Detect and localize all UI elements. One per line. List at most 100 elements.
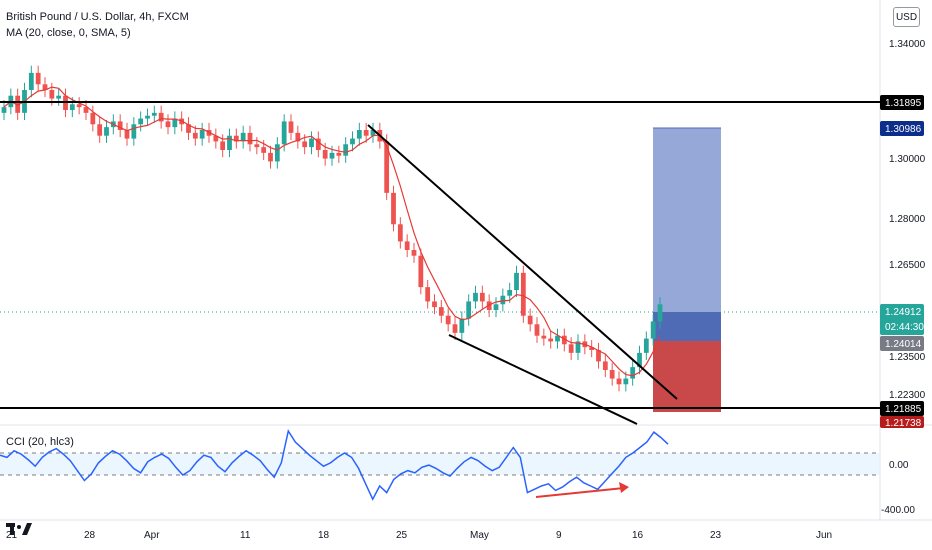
candle[interactable]: [350, 138, 355, 145]
candle[interactable]: [479, 292, 485, 302]
candle[interactable]: [602, 361, 608, 370]
candle[interactable]: [145, 115, 150, 119]
candle[interactable]: [220, 141, 226, 150]
candle[interactable]: [445, 315, 451, 325]
candle[interactable]: [268, 152, 273, 162]
candle[interactable]: [520, 272, 526, 316]
entry-zone[interactable]: [653, 312, 721, 341]
candle[interactable]: [425, 287, 431, 302]
candle[interactable]: [295, 132, 301, 142]
candle[interactable]: [384, 141, 390, 193]
candle[interactable]: [240, 132, 246, 142]
candle[interactable]: [49, 90, 55, 99]
candle[interactable]: [124, 130, 130, 139]
candle[interactable]: [261, 147, 267, 153]
candle[interactable]: [117, 121, 123, 130]
candle[interactable]: [199, 130, 205, 139]
candle[interactable]: [131, 124, 137, 139]
candle[interactable]: [650, 321, 656, 339]
candle[interactable]: [514, 272, 519, 290]
candle[interactable]: [274, 144, 280, 162]
candle[interactable]: [555, 335, 560, 342]
candle[interactable]: [507, 290, 513, 296]
candle[interactable]: [69, 104, 75, 110]
candle[interactable]: [213, 135, 219, 142]
candle[interactable]: [192, 132, 198, 139]
candle[interactable]: [158, 112, 164, 122]
candle[interactable]: [329, 152, 335, 159]
candle[interactable]: [227, 135, 232, 150]
candle[interactable]: [561, 335, 567, 345]
candle[interactable]: [172, 118, 178, 128]
tradingview-logo-icon[interactable]: [6, 522, 32, 536]
candle[interactable]: [370, 130, 376, 136]
candle[interactable]: [643, 338, 649, 353]
candle[interactable]: [404, 241, 410, 250]
candle[interactable]: [527, 315, 533, 325]
candle[interactable]: [97, 124, 103, 136]
candle[interactable]: [83, 107, 89, 113]
candle[interactable]: [637, 352, 642, 368]
candle[interactable]: [90, 112, 96, 125]
candle[interactable]: [473, 292, 478, 302]
candle[interactable]: [1, 107, 7, 113]
candle[interactable]: [343, 144, 349, 156]
candle[interactable]: [288, 121, 294, 133]
candle[interactable]: [548, 338, 554, 342]
candle[interactable]: [165, 121, 171, 128]
candle[interactable]: [411, 250, 417, 256]
wedge-upper-trendline[interactable]: [367, 124, 678, 400]
candle[interactable]: [104, 127, 109, 136]
candle[interactable]: [438, 307, 444, 316]
candle[interactable]: [322, 150, 328, 159]
candle[interactable]: [609, 370, 615, 379]
candle[interactable]: [151, 112, 157, 116]
candle[interactable]: [76, 104, 82, 108]
candle[interactable]: [418, 255, 424, 288]
candle[interactable]: [541, 335, 547, 339]
candle[interactable]: [534, 324, 540, 336]
candle[interactable]: [596, 350, 601, 362]
candle[interactable]: [466, 301, 472, 319]
cci-legend[interactable]: CCI (20, hlc3): [6, 436, 74, 448]
candle[interactable]: [356, 130, 362, 139]
candle[interactable]: [281, 121, 287, 145]
candle[interactable]: [657, 304, 663, 322]
stop-zone[interactable]: [653, 341, 721, 412]
candle[interactable]: [589, 347, 595, 350]
candle[interactable]: [247, 132, 253, 145]
candle[interactable]: [35, 72, 41, 85]
candle[interactable]: [630, 367, 636, 379]
candle[interactable]: [459, 318, 465, 333]
candle[interactable]: [568, 344, 574, 353]
candle[interactable]: [28, 72, 34, 90]
candle[interactable]: [623, 378, 629, 385]
candle[interactable]: [432, 301, 437, 308]
candle[interactable]: [363, 130, 369, 136]
candle[interactable]: [575, 341, 581, 353]
candle[interactable]: [315, 138, 321, 150]
candle[interactable]: [500, 295, 506, 305]
wedge-lower-trendline[interactable]: [448, 334, 638, 425]
candle[interactable]: [336, 152, 342, 156]
candle[interactable]: [391, 192, 396, 225]
candle[interactable]: [452, 324, 458, 333]
candle[interactable]: [42, 84, 48, 90]
candle[interactable]: [486, 301, 492, 310]
candle[interactable]: [138, 118, 144, 125]
ma-legend[interactable]: MA (20, close, 0, SMA, 5): [6, 27, 131, 39]
candle[interactable]: [56, 95, 62, 99]
currency-button[interactable]: USD: [893, 7, 920, 27]
candle[interactable]: [309, 138, 314, 148]
candle[interactable]: [15, 95, 21, 113]
target-zone[interactable]: [653, 128, 721, 312]
candle[interactable]: [493, 304, 499, 310]
divergence-arrow-line[interactable]: [535, 487, 625, 498]
candle[interactable]: [397, 224, 403, 242]
candle[interactable]: [254, 144, 260, 148]
candle[interactable]: [233, 135, 239, 142]
candle[interactable]: [302, 141, 308, 148]
candle[interactable]: [616, 378, 622, 385]
candle[interactable]: [186, 124, 191, 133]
